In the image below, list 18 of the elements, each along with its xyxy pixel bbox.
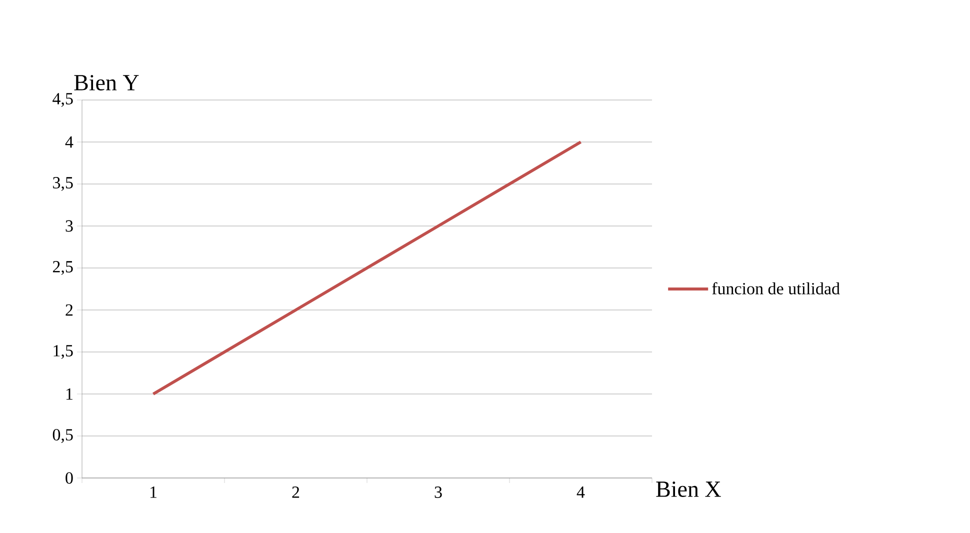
line-series <box>152 140 582 396</box>
y-tick-label: 2,5 <box>52 261 73 275</box>
x-tick-label: 3 <box>434 486 442 498</box>
y-tick-label: 4,5 <box>52 93 73 107</box>
y-axis-title: Bien Y <box>74 75 139 90</box>
y-tick-label: 1 <box>66 388 72 400</box>
x-tick-label: 2 <box>292 486 300 498</box>
y-tick-label: 4 <box>65 136 74 148</box>
y-tick-label: 3,5 <box>53 177 73 191</box>
y-tick-label: 1,5 <box>54 345 73 359</box>
legend-label: funcion de utilidad <box>712 282 840 294</box>
y-tick-label: 0 <box>66 472 73 484</box>
x-axis-title: Bien X <box>656 482 721 497</box>
y-tick-label: 3 <box>66 220 73 232</box>
x-tick-label: 1 <box>150 486 156 498</box>
y-tick-label: 0,5 <box>52 429 73 443</box>
x-tick-label: 4 <box>576 486 585 498</box>
y-tick-label: 2 <box>66 304 73 316</box>
